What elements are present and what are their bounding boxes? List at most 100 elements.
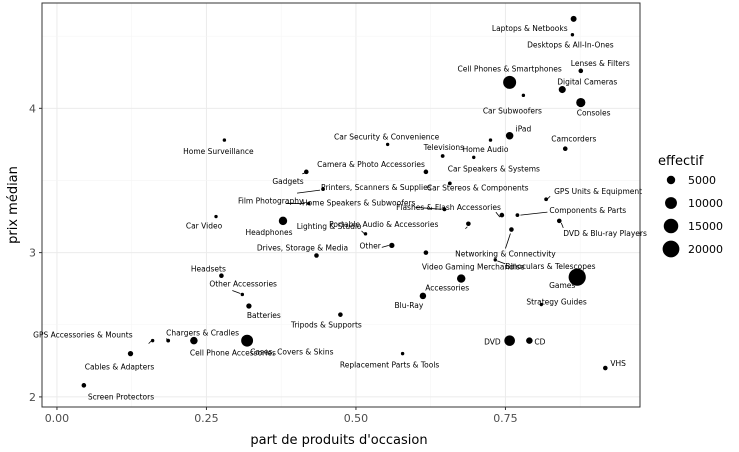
label-leader-line (520, 211, 548, 216)
legend-key (662, 240, 680, 258)
panel-background (42, 3, 640, 407)
point-label: Tripods & Supports (290, 321, 362, 330)
point-label: Home Audio (463, 145, 509, 154)
data-point (423, 169, 429, 175)
point-label: Gadgets (272, 177, 303, 186)
point-label: Screen Protectors (88, 392, 154, 401)
point-label: Lenses & Filters (571, 59, 630, 68)
point-label: Headsets (191, 265, 226, 274)
data-point (81, 383, 87, 388)
data-point (570, 15, 577, 22)
data-point (447, 181, 452, 186)
data-point (389, 242, 395, 249)
legend: effectif 5000 10000 15000 20000 (658, 154, 723, 258)
point-label: CD (534, 338, 545, 347)
axis-ticks: 0.00 0.25 0.50 0.75 2 3 4 (29, 102, 518, 425)
data-point (321, 187, 325, 192)
point-label: Portable Audio & Accessories (329, 220, 438, 229)
data-point (440, 154, 445, 158)
label-leader-line (381, 245, 389, 248)
x-tick-label: 0.50 (344, 412, 369, 425)
data-point (562, 146, 568, 152)
point-label: Consoles (577, 109, 611, 118)
data-point (423, 250, 429, 255)
data-point (127, 350, 134, 357)
data-point (385, 142, 390, 147)
point-label: Other Accessories (209, 279, 277, 288)
legend-key (666, 175, 676, 185)
data-point (214, 214, 218, 219)
data-point (278, 216, 288, 226)
data-point (166, 338, 171, 343)
data-point (219, 273, 224, 278)
data-point (246, 303, 252, 309)
point-label: Components & Parts (549, 206, 626, 215)
point-label: Binoculars & Telescopes (505, 262, 595, 271)
point-label: Networking & Connectivity (455, 250, 556, 259)
legend-label: 5000 (688, 174, 716, 187)
data-point (503, 75, 517, 89)
y-axis-title: prix médian (6, 166, 21, 244)
point-label: Lighting & Studio (297, 222, 362, 231)
data-point (222, 138, 227, 142)
legend-key (663, 218, 679, 234)
point-label: VHS (610, 359, 626, 368)
point-label: Film Photography (238, 197, 304, 206)
point-labels: Laptops & Netbooks Desktops & All-In-Ones… (33, 24, 647, 401)
point-label: Laptops & Netbooks (492, 24, 568, 33)
data-point (472, 155, 476, 160)
label-leader-line (495, 211, 501, 218)
point-label: Home Speakers & Subwoofers (302, 198, 415, 207)
data-point (466, 221, 471, 227)
data-point (505, 131, 514, 140)
data-point (240, 292, 245, 297)
point-label: Car Subwoofers (483, 106, 542, 115)
data-point (603, 365, 608, 371)
label-leader-line (297, 189, 321, 194)
point-label: Televisions (423, 143, 464, 152)
data-point (576, 97, 586, 108)
data-point (314, 253, 319, 258)
label-leader-line (232, 290, 241, 294)
panel-border (41, 2, 641, 408)
point-label: Camera & Photo Accessories (317, 160, 425, 169)
data-point (521, 93, 526, 98)
point-label: Car Video (186, 222, 223, 231)
data-point (304, 169, 309, 175)
x-axis-title: part de produits d'occasion (250, 433, 427, 448)
x-tick-label: 0.25 (194, 412, 219, 425)
legend-label: 10000 (688, 197, 723, 210)
data-point (307, 201, 311, 206)
point-label: Cables & Adapters (85, 363, 155, 372)
data-point (570, 33, 575, 37)
point-label: Blu-Ray (395, 301, 424, 310)
point-label: Headphones (245, 228, 292, 237)
label-leader-line (415, 206, 442, 210)
y-tick-label: 2 (29, 391, 36, 404)
point-label: Digital Cameras (557, 78, 617, 87)
data-point (578, 68, 584, 74)
point-label: Strategy Guides (526, 298, 587, 307)
x-tick-label: 0.75 (493, 412, 518, 425)
label-leader-line (560, 222, 564, 229)
y-tick-label: 4 (29, 102, 36, 115)
data-point (488, 138, 493, 142)
data-point (493, 258, 497, 262)
point-label: Batteries (247, 311, 281, 320)
point-label: Car Speakers & Systems (448, 164, 540, 173)
point-label: Drives, Storage & Media (257, 244, 348, 253)
point-label: GPS Accessories & Mounts (33, 331, 133, 340)
data-point (363, 232, 368, 236)
data-point (150, 338, 155, 343)
point-label: iPad (516, 125, 532, 134)
point-label: Cell Phone Accessories (190, 349, 276, 358)
data-point (539, 302, 544, 307)
point-label: Printers, Scanners & Supplies (321, 183, 432, 192)
legend-key (665, 197, 677, 209)
point-label: Camcorders (551, 135, 596, 144)
data-point (457, 274, 466, 283)
point-label: Video Gaming Merchandise (422, 263, 525, 272)
data-point (241, 334, 254, 347)
data-point (544, 197, 548, 202)
